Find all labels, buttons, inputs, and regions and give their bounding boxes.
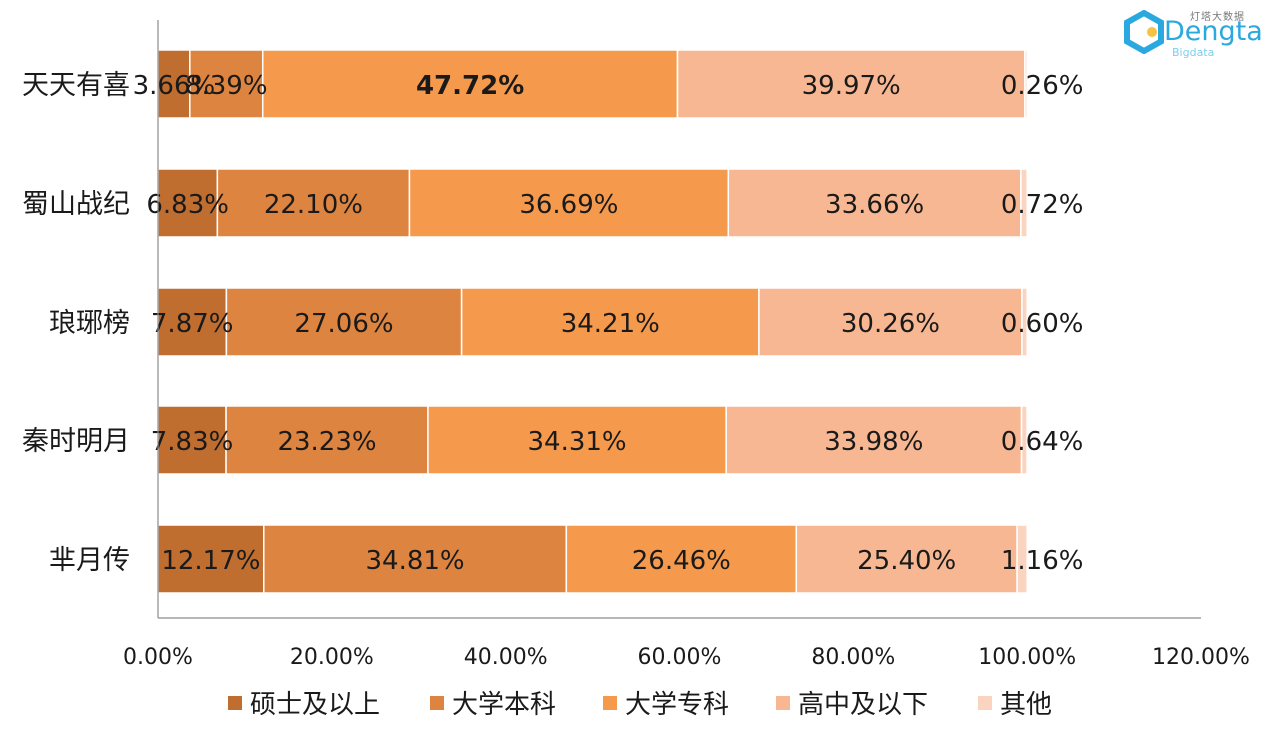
bar-segment bbox=[189, 49, 264, 119]
legend-label: 大学专科 bbox=[625, 690, 729, 720]
data-label: 36.69% bbox=[519, 190, 618, 220]
data-label: 3.66% bbox=[133, 71, 216, 101]
bar-segment bbox=[727, 168, 1022, 238]
dengta-logo: 灯塔大数据 Dengta Bigdata bbox=[1120, 6, 1270, 66]
x-tick-label: 100.00% bbox=[978, 645, 1076, 670]
bar-segment bbox=[263, 524, 568, 594]
bar-segment bbox=[565, 524, 798, 594]
data-label: 23.23% bbox=[277, 427, 376, 457]
data-label: 30.26% bbox=[841, 309, 940, 339]
data-label: 6.83% bbox=[146, 190, 229, 220]
logo-hexagon-icon bbox=[1124, 10, 1164, 54]
bar-segment bbox=[725, 405, 1023, 475]
bar-segment bbox=[1024, 49, 1028, 119]
data-label: 26.46% bbox=[632, 546, 731, 576]
legend-label: 其他 bbox=[1000, 690, 1052, 720]
data-label: 0.60% bbox=[1001, 309, 1084, 339]
bar-segment bbox=[1021, 287, 1028, 357]
data-label: 33.98% bbox=[824, 427, 923, 457]
data-label: 8.39% bbox=[185, 71, 268, 101]
bar-segment bbox=[1020, 168, 1028, 238]
data-label: 7.87% bbox=[151, 309, 234, 339]
legend-swatch bbox=[430, 696, 444, 710]
data-label: 34.21% bbox=[561, 309, 660, 339]
bar-segment bbox=[157, 287, 228, 357]
legend-label: 高中及以下 bbox=[798, 690, 928, 720]
x-tick-label: 60.00% bbox=[638, 645, 722, 670]
legend-swatch bbox=[776, 696, 790, 710]
legend-swatch bbox=[603, 696, 617, 710]
bar-segment bbox=[225, 287, 463, 357]
data-label: 47.72% bbox=[416, 71, 524, 101]
bar-segment bbox=[1020, 405, 1028, 475]
x-tick-label: 40.00% bbox=[464, 645, 548, 670]
data-label: 0.64% bbox=[1001, 427, 1084, 457]
bar-segment bbox=[261, 49, 679, 119]
bar-segment bbox=[758, 287, 1023, 357]
legend-label: 硕士及以上 bbox=[250, 690, 380, 720]
category-label: 天天有喜 bbox=[22, 70, 130, 101]
logo-subtitle: Bigdata bbox=[1172, 46, 1215, 59]
bar-segment bbox=[795, 524, 1018, 594]
x-tick-label: 0.00% bbox=[123, 645, 193, 670]
logo-wordmark: Dengta bbox=[1164, 16, 1263, 47]
data-label: 22.10% bbox=[264, 190, 363, 220]
legend-label: 大学本科 bbox=[452, 690, 556, 720]
bar-segment bbox=[1016, 524, 1028, 594]
category-label: 琅琊榜 bbox=[49, 308, 130, 339]
data-label: 7.83% bbox=[151, 427, 234, 457]
x-tick-label: 20.00% bbox=[290, 645, 374, 670]
category-label: 秦时明月 bbox=[22, 426, 130, 457]
data-label: 0.72% bbox=[1001, 190, 1084, 220]
x-tick-label: 80.00% bbox=[811, 645, 895, 670]
category-label: 芈月传 bbox=[49, 545, 130, 576]
data-label: 34.81% bbox=[365, 546, 464, 576]
data-label: 34.31% bbox=[527, 427, 626, 457]
x-tick-label: 120.00% bbox=[1152, 645, 1250, 670]
data-label: 25.40% bbox=[857, 546, 956, 576]
data-label: 1.16% bbox=[1001, 546, 1084, 576]
legend-swatch bbox=[978, 696, 992, 710]
bar-segment bbox=[460, 287, 760, 357]
data-label: 0.26% bbox=[1001, 71, 1084, 101]
data-label: 33.66% bbox=[825, 190, 924, 220]
data-label: 12.17% bbox=[161, 546, 260, 576]
bar-segment bbox=[157, 524, 265, 594]
legend-swatch bbox=[228, 696, 242, 710]
data-label: 39.97% bbox=[802, 71, 901, 101]
bar-segment bbox=[216, 168, 411, 238]
logo-chinese-text: 灯塔大数据 bbox=[1190, 12, 1245, 23]
data-label: 27.06% bbox=[294, 309, 393, 339]
category-label: 蜀山战纪 bbox=[22, 189, 130, 220]
bar-segment bbox=[676, 49, 1026, 119]
